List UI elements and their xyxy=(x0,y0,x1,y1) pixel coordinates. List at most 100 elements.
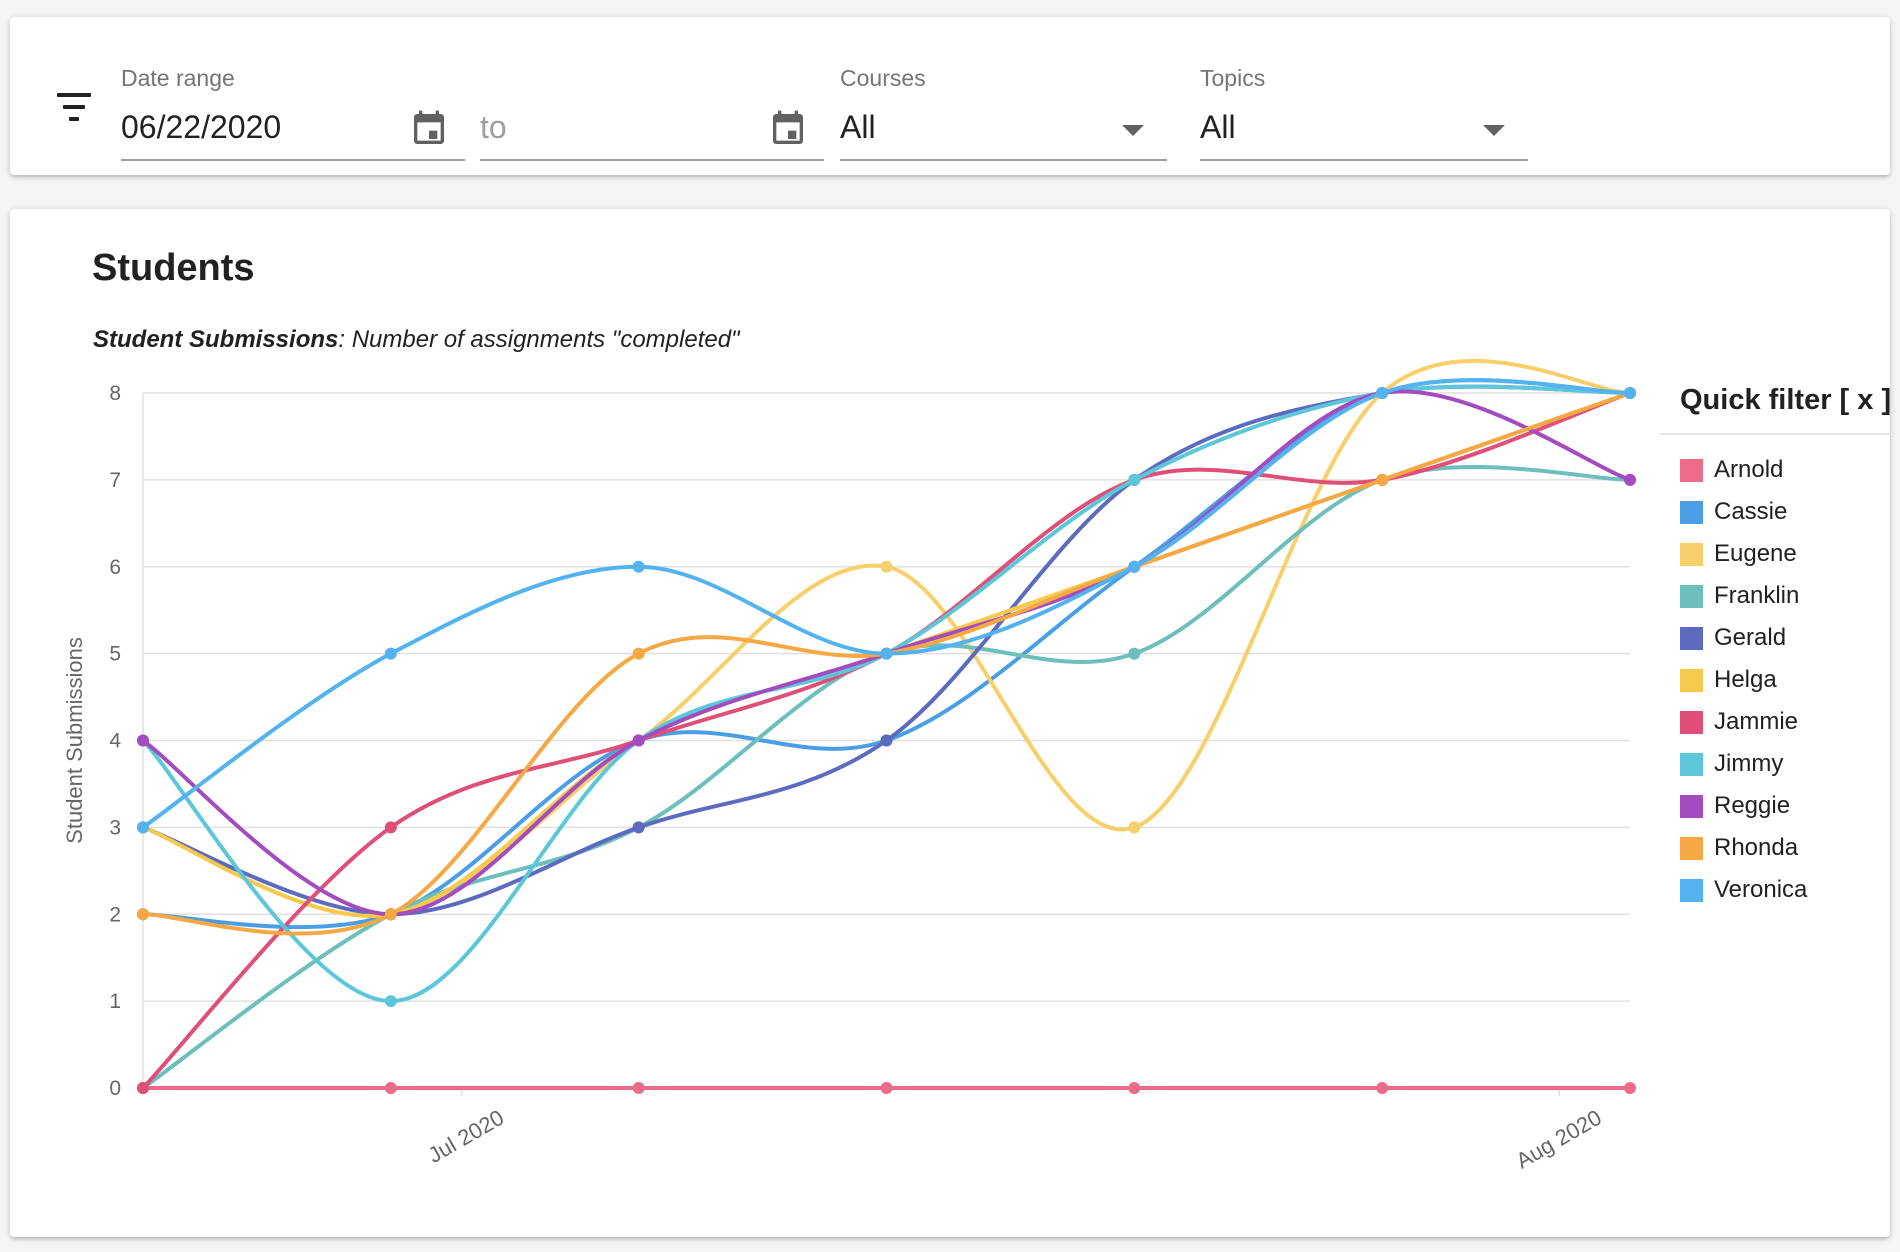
legend-item-rhonda[interactable]: Rhonda xyxy=(1680,827,1807,869)
date-from-field[interactable]: Date range 06/22/2020 xyxy=(121,65,465,161)
topics-select[interactable]: Topics All xyxy=(1200,65,1528,161)
date-to-field[interactable]: to xyxy=(480,65,824,161)
date-from-underline xyxy=(121,159,465,161)
submissions-line-chart: 0 1 2 3 4 5 6 7 8 Student Submissions Jul 2020 Aug … xyxy=(62,358,1636,1174)
data-point-gerald xyxy=(880,734,893,747)
legend-item-franklin[interactable]: Franklin xyxy=(1680,575,1807,617)
data-point-rhonda xyxy=(1376,473,1389,486)
y-axis-title: Student Submissions xyxy=(62,637,87,844)
data-point-reggie xyxy=(632,734,645,747)
y-tick-label: 8 xyxy=(109,382,121,405)
data-point-jammie xyxy=(137,1082,149,1094)
legend-swatch xyxy=(1680,710,1703,734)
data-point-jimmy xyxy=(384,995,397,1008)
legend-item-eugene[interactable]: Eugene xyxy=(1680,533,1807,575)
courses-select[interactable]: Courses All xyxy=(840,65,1167,161)
chevron-down-icon[interactable] xyxy=(1122,125,1144,136)
filter-bar: Date range 06/22/2020 to Courses All Top… xyxy=(10,17,1890,175)
legend-swatch xyxy=(1680,668,1703,692)
data-point-rhonda xyxy=(137,908,149,921)
legend-label: Gerald xyxy=(1714,624,1787,651)
legend-divider xyxy=(1660,433,1890,435)
legend-item-cassie[interactable]: Cassie xyxy=(1680,491,1807,533)
series-line-eugene xyxy=(141,358,1632,918)
filter-icon[interactable] xyxy=(47,89,93,129)
data-point-reggie xyxy=(1624,473,1636,486)
chart-subtitle: Student Submissions: Number of assignmen… xyxy=(93,326,740,354)
legend-label: Arnold xyxy=(1714,456,1784,483)
legend-item-jammie[interactable]: Jammie xyxy=(1680,701,1807,743)
courses-value[interactable]: All xyxy=(840,109,876,145)
data-point-veronica xyxy=(1128,560,1141,573)
data-point-veronica xyxy=(384,647,397,660)
legend-swatch xyxy=(1680,458,1703,482)
legend-swatch xyxy=(1680,542,1703,566)
legend-item-reggie[interactable]: Reggie xyxy=(1680,785,1807,827)
date-to-underline xyxy=(480,159,824,161)
y-tick-label: 6 xyxy=(109,556,121,579)
legend-swatch xyxy=(1680,836,1703,860)
legend-label: Reggie xyxy=(1714,792,1791,819)
legend-item-gerald[interactable]: Gerald xyxy=(1680,617,1807,659)
date-from-value[interactable]: 06/22/2020 xyxy=(121,109,282,145)
y-tick-label: 4 xyxy=(109,730,121,753)
y-tick-label: 2 xyxy=(109,903,121,926)
y-tick-label: 3 xyxy=(109,816,121,839)
courses-underline xyxy=(840,159,1167,161)
data-point-veronica xyxy=(137,821,149,834)
y-tick-label: 0 xyxy=(109,1077,121,1100)
data-point-franklin xyxy=(1128,647,1141,660)
students-panel: Students Student Submissions: Number of … xyxy=(10,209,1892,1237)
data-point-reggie xyxy=(137,734,149,747)
y-tick-label: 5 xyxy=(109,643,121,666)
legend-swatch xyxy=(1680,752,1703,776)
x-tick-label: Jul 2020 xyxy=(424,1105,509,1168)
date-range-label: Date range xyxy=(121,65,235,91)
legend-item-veronica[interactable]: Veronica xyxy=(1680,869,1807,911)
panel-title: Students xyxy=(92,247,255,289)
chevron-down-icon[interactable] xyxy=(1483,125,1505,136)
topics-value[interactable]: All xyxy=(1200,109,1236,145)
data-point-arnold xyxy=(632,1082,645,1094)
calendar-icon[interactable] xyxy=(409,107,449,151)
legend-label: Franklin xyxy=(1714,582,1800,609)
date-to-placeholder[interactable]: to xyxy=(480,109,507,145)
legend-label: Rhonda xyxy=(1714,834,1799,861)
legend-item-arnold[interactable]: Arnold xyxy=(1680,449,1807,491)
chart-legend: Arnold Cassie Eugene Franklin Gerald Helga Jam… xyxy=(1680,449,1807,911)
data-point-eugene xyxy=(880,560,893,573)
chart-subtitle-metric: Student Submissions xyxy=(93,326,339,353)
data-point-rhonda xyxy=(632,647,645,660)
legend-label: Veronica xyxy=(1714,876,1808,903)
data-point-arnold xyxy=(1624,1082,1636,1094)
quick-filter-title[interactable]: Quick filter [ x ] xyxy=(1680,384,1892,416)
legend-label: Helga xyxy=(1714,666,1777,693)
data-point-rhonda xyxy=(384,908,397,921)
topics-label: Topics xyxy=(1200,65,1266,91)
y-tick-label: 7 xyxy=(109,469,121,492)
data-point-eugene xyxy=(1128,821,1141,834)
x-tick-label: Aug 2020 xyxy=(1512,1105,1606,1174)
legend-label: Jammie xyxy=(1714,708,1799,735)
data-point-jimmy xyxy=(1128,473,1141,486)
calendar-icon[interactable] xyxy=(768,107,808,151)
legend-swatch xyxy=(1680,626,1703,650)
y-tick-label: 1 xyxy=(109,990,121,1013)
data-point-veronica xyxy=(1624,387,1636,399)
legend-swatch xyxy=(1680,584,1703,608)
legend-swatch xyxy=(1680,500,1703,524)
data-point-veronica xyxy=(1376,387,1389,399)
legend-label: Eugene xyxy=(1714,540,1797,567)
data-point-gerald xyxy=(632,821,645,834)
legend-swatch xyxy=(1680,794,1703,818)
data-point-arnold xyxy=(880,1082,893,1094)
legend-swatch xyxy=(1680,878,1703,902)
legend-item-helga[interactable]: Helga xyxy=(1680,659,1807,701)
legend-item-jimmy[interactable]: Jimmy xyxy=(1680,743,1807,785)
data-point-jammie xyxy=(384,821,397,834)
series-line-veronica xyxy=(141,378,1632,830)
chart-subtitle-description: : Number of assignments "completed" xyxy=(338,326,740,353)
data-point-veronica xyxy=(880,647,893,660)
legend-label: Cassie xyxy=(1714,498,1788,525)
data-point-arnold xyxy=(384,1082,397,1094)
